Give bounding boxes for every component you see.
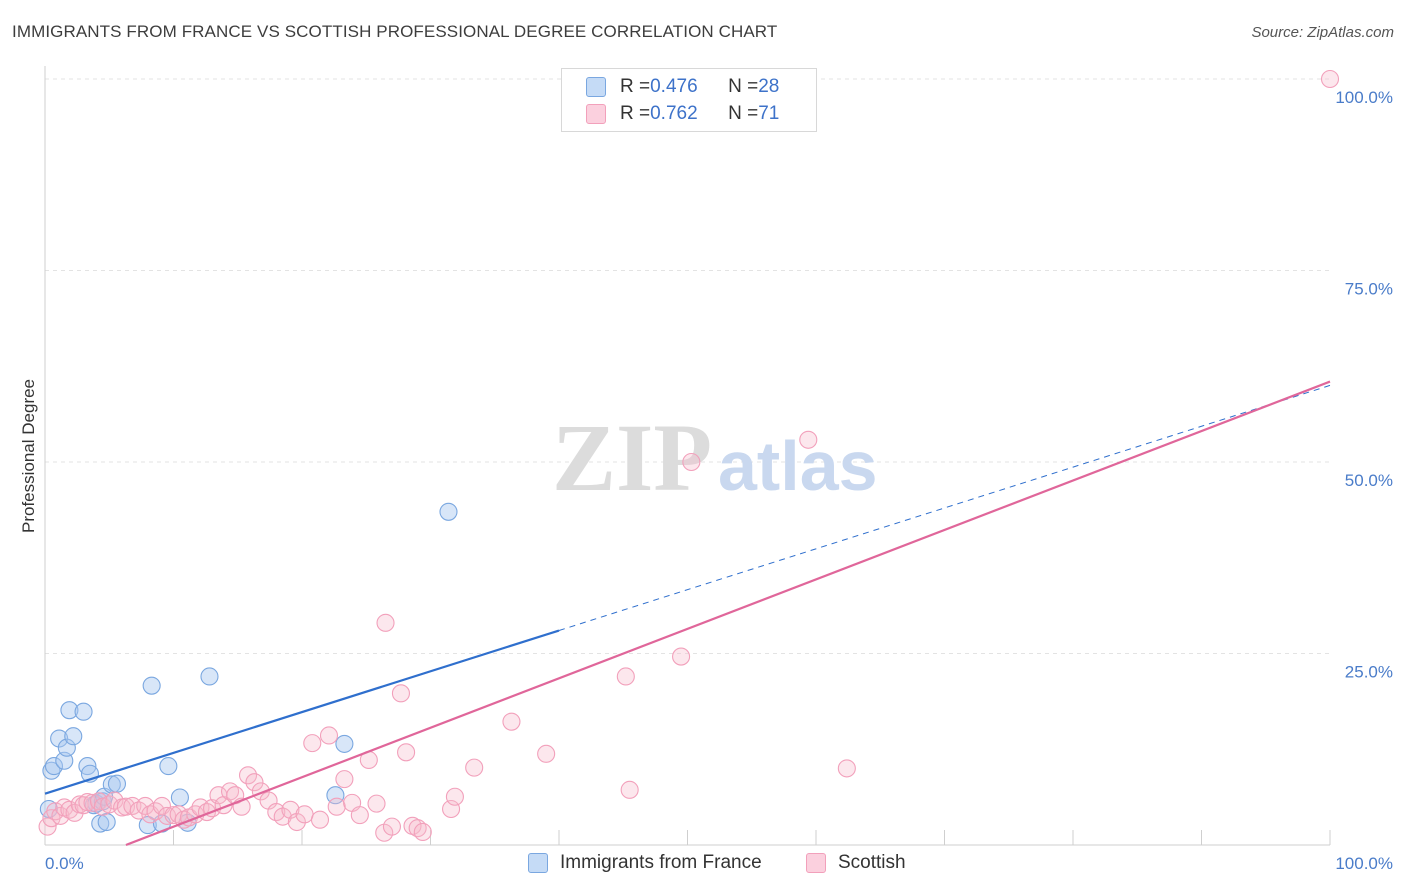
point-france xyxy=(335,734,354,753)
point-scottish xyxy=(303,734,322,753)
legend-n-value: 28 xyxy=(758,76,780,97)
point-scottish xyxy=(1320,69,1340,89)
point-scottish xyxy=(38,817,57,836)
point-france xyxy=(60,701,79,720)
series-legend-scottish: Scottish xyxy=(806,852,906,874)
point-scottish xyxy=(350,806,369,825)
point-scottish xyxy=(376,613,395,632)
legend-r-label: R = xyxy=(620,103,651,124)
point-scottish xyxy=(502,712,521,731)
point-scottish xyxy=(537,744,556,763)
point-france xyxy=(74,702,93,721)
series-name-scottish: Scottish xyxy=(838,852,906,873)
point-france xyxy=(50,729,69,748)
point-scottish xyxy=(238,766,258,785)
point-france xyxy=(44,757,64,776)
point-scottish xyxy=(158,806,177,825)
series-swatch-france xyxy=(528,853,548,873)
point-scottish xyxy=(310,810,330,829)
point-scottish xyxy=(319,726,339,745)
point-france xyxy=(439,502,458,521)
trendline-france xyxy=(44,629,560,795)
correlation-legend: R = 0.476 N = 28 R = 0.762 N = 71 xyxy=(561,68,817,132)
legend-n-label: N = xyxy=(728,76,759,97)
trend-lines xyxy=(44,380,1331,847)
series-legend: Immigrants from France Scottish xyxy=(0,852,1406,876)
point-scottish xyxy=(164,806,183,825)
x-tick-label-min: 0.0% xyxy=(45,854,84,873)
point-scottish xyxy=(620,780,639,799)
y-tick-label: 50.0% xyxy=(1345,471,1393,490)
trendline-france-extension xyxy=(558,384,1331,631)
y-tick-labels: 25.0% 50.0% 75.0% 100.0% xyxy=(1335,88,1393,682)
point-scottish xyxy=(413,822,432,842)
point-scottish xyxy=(245,773,264,792)
point-scottish xyxy=(60,800,79,819)
point-scottish xyxy=(51,806,70,825)
point-scottish xyxy=(123,796,142,815)
chart-title: IMMIGRANTS FROM FRANCE VS SCOTTISH PROFE… xyxy=(12,22,778,41)
point-scottish xyxy=(295,805,314,824)
point-france xyxy=(200,667,219,686)
point-france xyxy=(64,727,83,746)
point-scottish xyxy=(672,647,691,666)
trendline-scottish xyxy=(125,380,1331,847)
point-scottish xyxy=(391,684,410,703)
point-france xyxy=(138,816,157,835)
point-scottish xyxy=(287,812,306,832)
point-scottish xyxy=(367,794,386,813)
point-france xyxy=(107,774,127,793)
legend-row-scottish: R = 0.762 N = 71 xyxy=(586,102,779,126)
watermark-atlas: atlas xyxy=(718,427,878,505)
source-credit: Source: ZipAtlas.com xyxy=(1251,24,1394,41)
x-tick-labels: 0.0% 100.0% xyxy=(45,854,1393,873)
y-axis-label: Professional Degree xyxy=(19,379,38,533)
legend-swatch-scottish xyxy=(586,104,606,124)
y-tick-label: 25.0% xyxy=(1345,663,1393,682)
legend-r-value: 0.762 xyxy=(650,103,698,124)
y-tick-label: 75.0% xyxy=(1345,280,1393,299)
gridlines xyxy=(45,78,1330,654)
point-scottish xyxy=(105,791,124,810)
legend-n-label: N = xyxy=(728,103,759,124)
point-france xyxy=(97,812,116,832)
y-tick-label: 100.0% xyxy=(1335,88,1393,107)
point-scottish xyxy=(327,797,346,816)
point-scottish xyxy=(382,817,402,836)
point-scottish xyxy=(616,667,635,686)
watermark-zip: ZIP xyxy=(552,404,712,511)
data-points xyxy=(38,69,1340,842)
point-france xyxy=(170,788,189,807)
point-scottish xyxy=(465,758,484,777)
point-scottish xyxy=(682,452,701,472)
point-scottish xyxy=(397,743,416,762)
legend-swatch-france xyxy=(586,77,606,97)
legend-r-value: 0.476 xyxy=(650,76,698,97)
point-scottish xyxy=(837,759,856,778)
point-france xyxy=(326,786,345,805)
watermark: ZIP atlas xyxy=(552,404,878,511)
legend-n-value: 71 xyxy=(758,103,780,124)
point-scottish xyxy=(335,770,354,789)
point-france xyxy=(142,676,161,695)
legend-r-label: R = xyxy=(620,76,651,97)
x-tick-label-max: 100.0% xyxy=(1335,854,1393,873)
legend-row-france: R = 0.476 N = 28 xyxy=(586,75,779,99)
point-france xyxy=(159,757,178,776)
point-scottish xyxy=(273,807,292,826)
axes xyxy=(44,66,1331,846)
point-scottish xyxy=(267,803,286,822)
series-legend-france: Immigrants from France xyxy=(528,852,762,874)
series-swatch-scottish xyxy=(806,853,826,873)
series-name-france: Immigrants from France xyxy=(560,852,762,873)
point-france xyxy=(57,738,76,757)
point-scottish xyxy=(445,787,464,806)
point-scottish xyxy=(799,430,818,449)
